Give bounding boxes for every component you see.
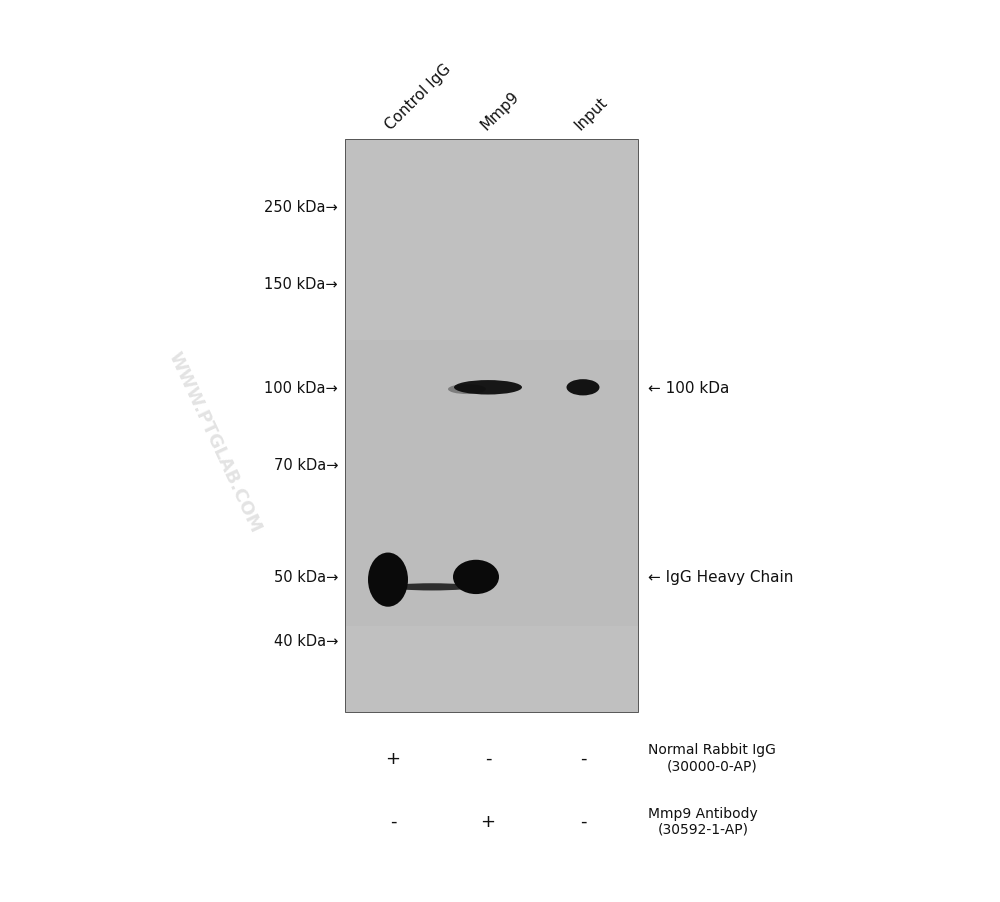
Text: 150 kDa→: 150 kDa→ — [264, 277, 338, 291]
Text: WWW.PTGLAB.COM: WWW.PTGLAB.COM — [165, 349, 265, 535]
Ellipse shape — [453, 560, 499, 594]
Text: Input: Input — [572, 94, 611, 133]
Text: Mmp9: Mmp9 — [477, 88, 522, 133]
Text: Normal Rabbit IgG
(30000-0-AP): Normal Rabbit IgG (30000-0-AP) — [648, 742, 776, 773]
Text: 100 kDa→: 100 kDa→ — [264, 381, 338, 395]
Text: -: - — [580, 749, 586, 767]
Bar — [345, 340, 638, 627]
Ellipse shape — [368, 553, 408, 607]
Ellipse shape — [371, 568, 403, 604]
Bar — [345, 140, 638, 713]
Text: 70 kDa→: 70 kDa→ — [274, 457, 338, 472]
Ellipse shape — [390, 584, 475, 591]
Text: Control IgG: Control IgG — [382, 61, 454, 133]
Ellipse shape — [566, 380, 600, 396]
Text: -: - — [580, 812, 586, 830]
Text: +: + — [386, 749, 400, 767]
Ellipse shape — [448, 384, 486, 394]
Text: Mmp9 Antibody
(30592-1-AP): Mmp9 Antibody (30592-1-AP) — [648, 805, 758, 836]
Text: +: + — [480, 812, 496, 830]
Text: 250 kDa→: 250 kDa→ — [264, 200, 338, 215]
Text: 50 kDa→: 50 kDa→ — [274, 570, 338, 584]
Text: ← 100 kDa: ← 100 kDa — [648, 381, 729, 395]
Ellipse shape — [454, 381, 522, 395]
Text: 40 kDa→: 40 kDa→ — [274, 633, 338, 648]
Text: -: - — [485, 749, 491, 767]
Text: -: - — [390, 812, 396, 830]
Text: ← IgG Heavy Chain: ← IgG Heavy Chain — [648, 570, 793, 584]
Bar — [345, 140, 638, 713]
